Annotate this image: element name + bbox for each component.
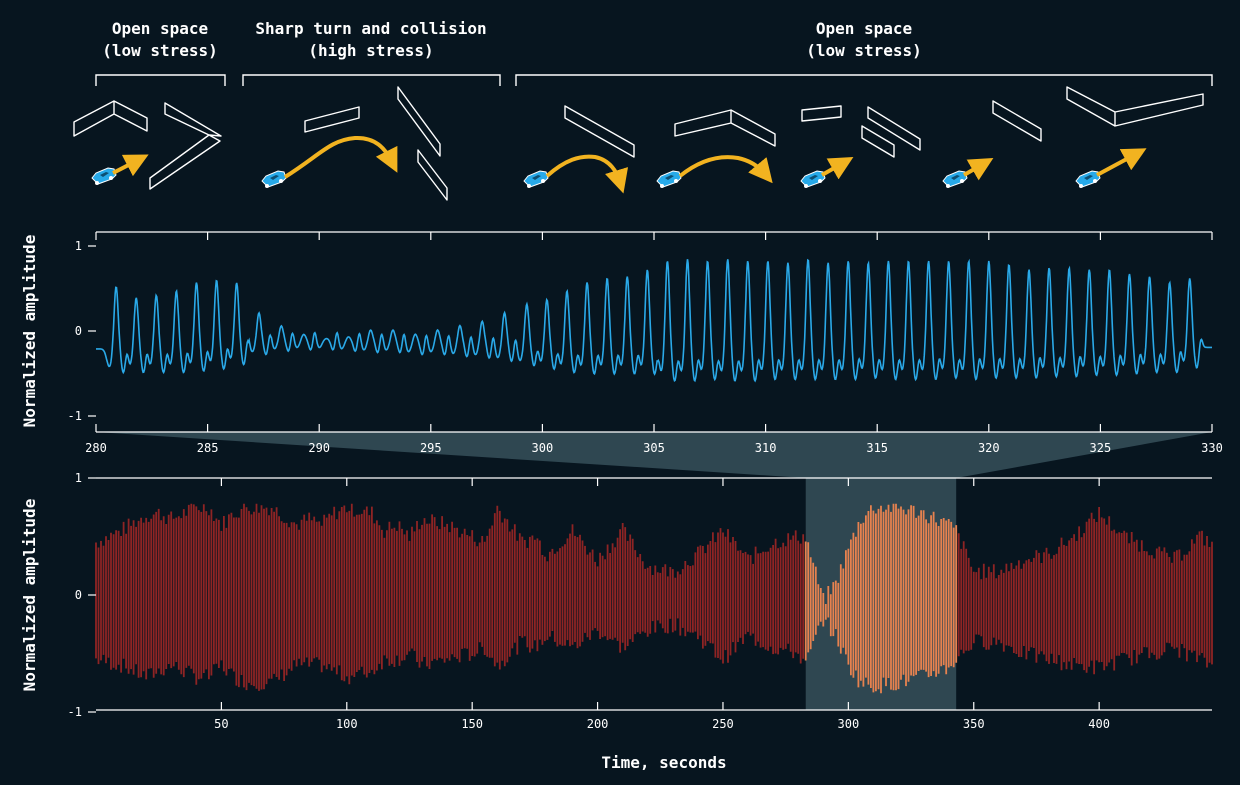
car-icon	[91, 167, 117, 186]
arrow-icon	[283, 135, 398, 179]
scene-3	[523, 105, 635, 194]
zoomed-trace-group	[96, 258, 1212, 383]
overview-y-tick-label: 0	[75, 588, 82, 602]
overview-x-tick-label: 400	[1088, 717, 1110, 731]
wall-shape	[801, 105, 842, 122]
overview-x-tick-label: 300	[838, 717, 860, 731]
segment-1-bracket	[95, 74, 226, 86]
segment-1-title-line1: Open space	[112, 19, 208, 38]
overview-y-axis-label: Normalized amplitude	[20, 499, 39, 692]
overview-x-tick-label: 100	[336, 717, 358, 731]
scene-2	[261, 86, 448, 201]
overview-y-tick-label: -1	[68, 705, 82, 719]
zoomed-x-tick-label: 305	[643, 441, 665, 455]
segment-3-bracket	[515, 74, 1213, 86]
arrow-icon	[962, 157, 994, 181]
arrow-icon	[1096, 148, 1147, 177]
wall-shape	[397, 86, 441, 157]
wall-shape	[564, 105, 635, 158]
car-icon	[656, 170, 682, 189]
scene-4	[656, 109, 776, 189]
zoomed-x-tick-label: 315	[866, 441, 888, 455]
zoomed-trace-line	[96, 258, 1212, 383]
zoomed-y-axis: 1 0 -1	[68, 239, 96, 423]
zoom-connector	[96, 432, 1212, 478]
overview-x-axis: 50 100 150 200 250 300 350 400	[96, 477, 1212, 731]
zoomed-x-tick-label: 330	[1201, 441, 1223, 455]
scene-7	[1066, 86, 1204, 189]
overview-chart: 50 100 150 200 250 300 350 400 1 0 -1	[68, 471, 1213, 731]
scenario-illustrations	[73, 86, 1204, 201]
wall-shape	[73, 100, 148, 137]
wall-shape	[417, 149, 448, 201]
overview-x-tick-label: 350	[963, 717, 985, 731]
segment-1-title-line2: (low stress)	[102, 41, 218, 60]
zoomed-y-tick-label: 0	[75, 324, 82, 338]
overview-x-tick-label: 150	[461, 717, 483, 731]
segment-2-bracket	[242, 74, 501, 86]
zoomed-chart: 280 285 290 295 300 305 310 315 320 325 330 1 0 -1	[68, 231, 1223, 455]
wall-shape	[861, 125, 895, 158]
zoomed-x-tick-label: 285	[197, 441, 219, 455]
arrow-icon	[821, 157, 854, 180]
overview-x-tick-label: 200	[587, 717, 609, 731]
segment-3-title-line1: Open space	[816, 19, 912, 38]
overview-bars	[95, 503, 1213, 694]
wall-shape	[867, 106, 921, 151]
zoomed-y-tick-label: -1	[68, 409, 82, 423]
segment-titles: Open space (low stress) Sharp turn and c…	[102, 19, 922, 60]
zoomed-x-axis: 280 285 290 295 300 305 310 315 320 325 330	[85, 231, 1223, 455]
wall-shape	[674, 109, 776, 147]
wall-shape	[149, 102, 222, 190]
overview-x-tick-label: 250	[712, 717, 734, 731]
overview-y-axis: 1 0 -1	[68, 471, 96, 719]
segment-2-title-line2: (high stress)	[308, 41, 433, 60]
wall-shape	[1066, 86, 1204, 127]
segment-brackets	[95, 74, 1213, 86]
zoomed-x-tick-label: 310	[755, 441, 777, 455]
arrow-icon	[678, 155, 773, 184]
segment-3-title-line2: (low stress)	[806, 41, 922, 60]
zoomed-y-tick-label: 1	[75, 239, 82, 253]
overview-x-tick-label: 50	[214, 717, 228, 731]
zoomed-x-tick-label: 300	[532, 441, 554, 455]
zoomed-x-tick-label: 325	[1090, 441, 1112, 455]
wall-shape	[304, 106, 360, 133]
zoomed-x-tick-label: 280	[85, 441, 107, 455]
scene-6	[942, 100, 1042, 189]
zoomed-x-tick-label: 290	[308, 441, 330, 455]
scene-5	[800, 105, 921, 189]
x-axis-label: Time, seconds	[601, 753, 726, 772]
car-icon	[261, 170, 287, 189]
wall-shape	[992, 100, 1042, 142]
scene-1	[73, 100, 222, 190]
zoomed-x-tick-label: 320	[978, 441, 1000, 455]
zoomed-x-tick-label: 295	[420, 441, 442, 455]
segment-2-title-line1: Sharp turn and collision	[255, 19, 486, 38]
arrow-icon	[112, 154, 149, 177]
arrow-icon	[545, 154, 629, 194]
zoomed-y-axis-label: Normalized amplitude	[20, 235, 39, 428]
car-icon	[523, 170, 549, 189]
overview-y-tick-label: 1	[75, 471, 82, 485]
